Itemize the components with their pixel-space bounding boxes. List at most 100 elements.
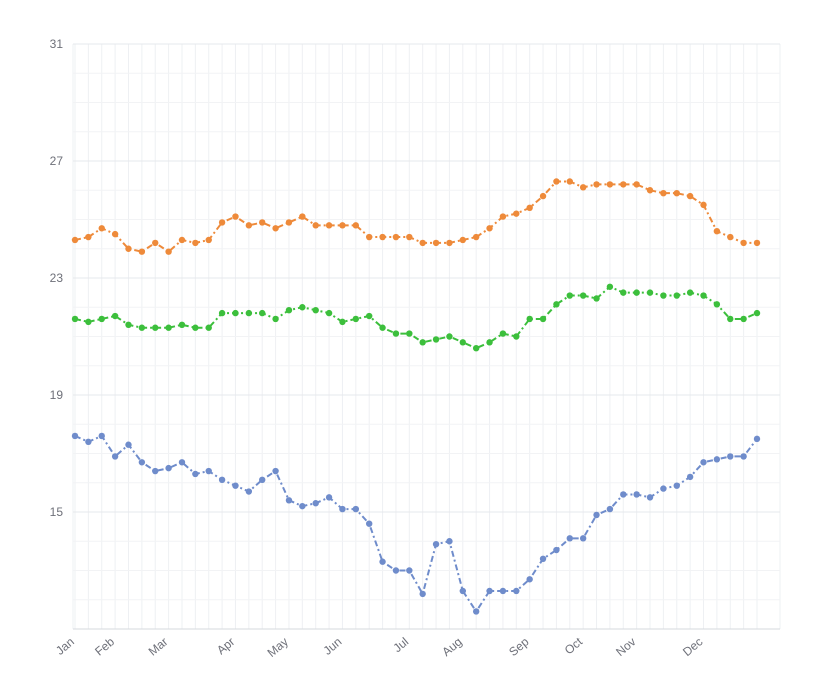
- data-point[interactable]: [111, 453, 119, 460]
- data-point[interactable]: [245, 309, 253, 317]
- data-point[interactable]: [312, 500, 319, 507]
- data-point[interactable]: [218, 219, 226, 226]
- data-point[interactable]: [526, 576, 533, 583]
- data-point[interactable]: [432, 239, 440, 247]
- data-point[interactable]: [753, 309, 761, 317]
- data-point[interactable]: [365, 233, 373, 241]
- data-point[interactable]: [232, 482, 239, 489]
- data-point[interactable]: [727, 453, 734, 460]
- data-point[interactable]: [85, 233, 92, 241]
- data-point[interactable]: [352, 505, 360, 513]
- data-point[interactable]: [713, 228, 721, 235]
- data-point[interactable]: [152, 324, 159, 331]
- data-point[interactable]: [620, 181, 627, 188]
- data-point[interactable]: [593, 295, 600, 302]
- data-point[interactable]: [85, 438, 92, 445]
- data-point[interactable]: [686, 192, 694, 200]
- data-point[interactable]: [138, 459, 146, 466]
- data-point[interactable]: [740, 239, 747, 247]
- data-point[interactable]: [98, 225, 105, 232]
- data-point[interactable]: [178, 236, 186, 244]
- data-point[interactable]: [486, 587, 493, 595]
- data-point[interactable]: [673, 189, 680, 197]
- data-point[interactable]: [232, 309, 239, 317]
- data-point[interactable]: [98, 315, 105, 323]
- data-point[interactable]: [526, 204, 533, 211]
- data-point[interactable]: [606, 181, 614, 188]
- data-point[interactable]: [325, 309, 333, 317]
- data-point[interactable]: [138, 324, 146, 331]
- data-point[interactable]: [192, 324, 199, 331]
- data-point[interactable]: [472, 233, 480, 241]
- data-point[interactable]: [245, 222, 253, 229]
- data-point[interactable]: [740, 315, 747, 323]
- data-point[interactable]: [406, 330, 413, 337]
- data-point[interactable]: [539, 555, 547, 562]
- data-point[interactable]: [392, 330, 400, 337]
- data-point[interactable]: [700, 292, 707, 299]
- data-point[interactable]: [553, 546, 560, 554]
- data-point[interactable]: [446, 333, 453, 340]
- data-point[interactable]: [432, 336, 440, 343]
- data-point[interactable]: [192, 239, 199, 247]
- data-point[interactable]: [98, 432, 105, 440]
- data-point[interactable]: [499, 330, 507, 337]
- data-point[interactable]: [352, 315, 360, 323]
- data-point[interactable]: [472, 608, 480, 615]
- data-point[interactable]: [339, 222, 346, 229]
- data-point[interactable]: [646, 289, 654, 296]
- data-point[interactable]: [125, 245, 132, 252]
- data-point[interactable]: [633, 289, 640, 296]
- data-point[interactable]: [553, 301, 560, 308]
- data-point[interactable]: [165, 464, 172, 472]
- data-point[interactable]: [71, 315, 79, 323]
- data-point[interactable]: [633, 181, 640, 188]
- data-point[interactable]: [459, 236, 467, 244]
- data-point[interactable]: [379, 558, 386, 565]
- data-point[interactable]: [205, 236, 212, 244]
- data-point[interactable]: [111, 312, 119, 320]
- data-point[interactable]: [205, 467, 212, 475]
- data-point[interactable]: [620, 289, 627, 296]
- data-point[interactable]: [633, 491, 640, 498]
- data-point[interactable]: [85, 318, 92, 326]
- data-point[interactable]: [566, 292, 573, 299]
- data-point[interactable]: [406, 567, 413, 574]
- data-point[interactable]: [579, 535, 587, 542]
- data-point[interactable]: [178, 321, 186, 328]
- data-point[interactable]: [646, 494, 654, 501]
- data-point[interactable]: [579, 184, 587, 191]
- data-point[interactable]: [218, 476, 226, 484]
- data-point[interactable]: [553, 178, 560, 185]
- data-point[interactable]: [178, 459, 186, 466]
- data-point[interactable]: [365, 312, 373, 320]
- data-point[interactable]: [499, 587, 507, 595]
- data-point[interactable]: [727, 315, 734, 323]
- data-point[interactable]: [218, 309, 226, 317]
- data-point[interactable]: [232, 213, 239, 220]
- data-point[interactable]: [259, 476, 266, 484]
- data-point[interactable]: [700, 459, 707, 466]
- data-point[interactable]: [285, 497, 293, 504]
- data-point[interactable]: [539, 192, 547, 200]
- data-point[interactable]: [513, 210, 520, 217]
- data-point[interactable]: [660, 485, 667, 492]
- data-point[interactable]: [152, 467, 159, 475]
- data-point[interactable]: [325, 494, 333, 501]
- data-point[interactable]: [272, 315, 279, 323]
- data-point[interactable]: [566, 178, 573, 185]
- data-point[interactable]: [299, 502, 306, 510]
- data-point[interactable]: [152, 239, 159, 247]
- data-point[interactable]: [392, 567, 400, 574]
- data-point[interactable]: [125, 321, 132, 328]
- data-point[interactable]: [459, 587, 467, 595]
- data-point[interactable]: [272, 225, 279, 232]
- data-point[interactable]: [526, 315, 533, 323]
- data-point[interactable]: [646, 187, 654, 194]
- data-point[interactable]: [312, 306, 319, 314]
- data-point[interactable]: [486, 339, 493, 346]
- data-point[interactable]: [419, 339, 426, 346]
- data-point[interactable]: [513, 333, 520, 340]
- data-point[interactable]: [111, 230, 119, 238]
- data-point[interactable]: [138, 248, 146, 255]
